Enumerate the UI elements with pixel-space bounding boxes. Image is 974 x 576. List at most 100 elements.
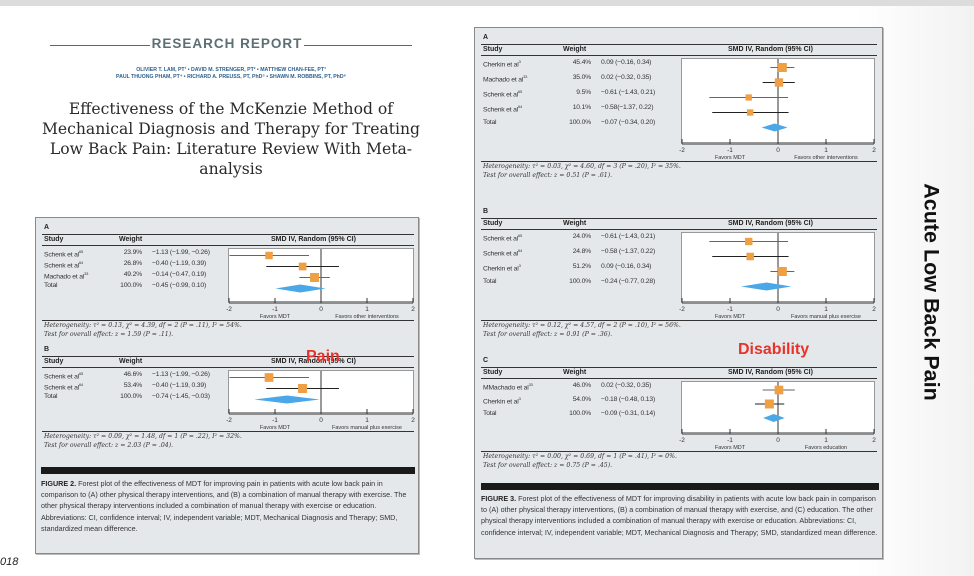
section-label: RESEARCH REPORT	[151, 36, 303, 51]
effect-estimate: −0.58 (−1.37, 0.22)	[601, 248, 656, 255]
total-row: Total 100.0% −0.09 (−0.31, 0.14)	[481, 409, 673, 423]
heterogeneity-stat: Heterogeneity: τ² = 0.00, χ² = 0.69, df …	[483, 453, 677, 460]
reference-number: 64	[518, 104, 523, 109]
study-weight: 9.5%	[576, 89, 591, 96]
effect-estimate: −0.07 (−0.34, 0.20)	[601, 119, 656, 126]
heterogeneity-stat: Heterogeneity: τ² = 0.03, χ² = 4.60, df …	[483, 163, 681, 170]
x-tick-label: 1	[365, 417, 369, 424]
total-row: Total 100.0% −0.45 (−0.99, 0.10)	[42, 281, 220, 292]
figure-2-caption: FIGURE 2. Forest plot of the effectivene…	[41, 478, 415, 534]
study-name: Total	[44, 282, 58, 289]
panel-letter: C	[483, 357, 489, 364]
total-row: Total 100.0% −0.24 (−0.77, 0.28)	[481, 277, 673, 292]
panel-letter: B	[483, 208, 489, 215]
effect-square	[745, 237, 753, 246]
effect-estimate: 0.02 (−0.32, 0.35)	[601, 74, 652, 81]
effect-estimate: −0.09 (−0.31, 0.14)	[601, 410, 656, 417]
study-name: Schenk et al65	[44, 371, 83, 380]
overall-effect-stat: Test for overall effect: z = 2.03 (P = .…	[44, 442, 174, 449]
x-tick-label: 2	[411, 306, 415, 313]
study-name: Schenk et al64	[44, 382, 83, 391]
overall-effect-stat: Test for overall effect: z = 1.59 (P = .…	[44, 331, 174, 338]
study-name: Schenk et al64	[44, 260, 83, 269]
disability-label: Disability	[738, 341, 810, 358]
forest-plot-svg: -2 -1 0 1 2 Favors MDT Favors education	[679, 382, 876, 451]
x-tick-label: 1	[824, 147, 828, 154]
effect-square	[777, 63, 787, 72]
effect-estimate: 0.02 (−0.32, 0.35)	[601, 382, 652, 389]
header-rule-top	[42, 234, 414, 235]
study-name-text: Schenk et al	[483, 91, 519, 99]
reference-number: 64	[518, 248, 523, 253]
x-tick-label: 0	[319, 306, 323, 313]
effect-square	[774, 78, 784, 87]
x-tick-label: -1	[727, 147, 733, 154]
favors-right-label: Favors manual plus exercise	[332, 425, 402, 431]
study-name-text: Schenk et al	[44, 373, 80, 381]
study-weight: 35.0%	[572, 74, 591, 81]
x-tick-label: 0	[319, 417, 323, 424]
pooled-diamond	[254, 395, 320, 404]
effect-estimate: 0.09 (−0.16, 0.34)	[601, 263, 652, 270]
figure-3-caption-text: Forest plot of the effectiveness of MDT …	[481, 494, 878, 537]
effect-square	[777, 267, 787, 276]
study-name: Machado et al33	[483, 74, 527, 83]
side-label: Acute Low Back Pain	[906, 82, 956, 502]
figure-2-caption-text: Forest plot of the effectiveness of MDT …	[41, 479, 407, 533]
effect-square	[746, 252, 754, 261]
effect-estimate: 0.09 (−0.16, 0.34)	[601, 59, 652, 66]
study-weight: 24.0%	[572, 233, 591, 240]
column-header-smd: SMD IV, Random (95% CI)	[728, 220, 813, 227]
total-row: Total 100.0% −0.74 (−1.45, −0.03)	[42, 392, 220, 403]
overall-effect-stat: Test for overall effect: z = 0.91 (P = .…	[483, 331, 613, 338]
study-weight: 46.6%	[123, 371, 142, 378]
x-tick-label: -2	[679, 147, 685, 154]
study-name: Total	[44, 393, 58, 400]
effect-square	[774, 385, 784, 395]
x-tick-label: -1	[727, 437, 733, 444]
x-tick-label: 1	[824, 306, 828, 313]
study-name: Schenk et al65	[483, 233, 522, 242]
effect-square	[746, 109, 754, 116]
table-row: Cherkin et al3 54.0% −0.18 (−0.48, 0.13)	[481, 395, 673, 409]
column-header-study: Study	[44, 358, 64, 365]
overall-effect-stat: Test for overall effect: z = 0.75 (P = .…	[483, 462, 613, 469]
favors-left-label: Favors MDT	[715, 155, 746, 161]
article-title: Effectiveness of the McKenzie Method of …	[41, 100, 421, 178]
x-tick-label: 1	[824, 437, 828, 444]
column-header-weight: Weight	[563, 46, 587, 53]
column-header-study: Study	[44, 236, 64, 243]
forest-plot-area: -2 -1 0 1 2 Favors MDT Favors education	[679, 381, 876, 451]
study-name-text: Schenk et al	[483, 235, 519, 243]
study-name: Schenk et al65	[44, 249, 83, 258]
effect-estimate: −1.13 (−1.99, −0.26)	[152, 249, 210, 256]
study-name-text: Total	[44, 282, 58, 289]
effect-square	[310, 273, 320, 282]
reference-number: 3	[518, 59, 521, 64]
study-weight: 24.8%	[572, 248, 591, 255]
reference-number: 65	[79, 371, 84, 376]
column-header-smd: SMD IV, Random (95% CI)	[271, 358, 356, 365]
favors-right-label: Favors other interventions	[335, 314, 399, 320]
header-rule-top	[42, 356, 414, 357]
table-row: Schenk et al64 26.8% −0.40 (−1.19, 0.39)	[42, 259, 220, 270]
x-tick-label: -2	[679, 437, 685, 444]
study-weight: 26.8%	[123, 260, 142, 267]
study-name-text: Schenk et al	[44, 384, 80, 392]
x-tick-label: -2	[226, 417, 232, 424]
header-rule-bottom	[481, 378, 877, 379]
study-weight: 54.0%	[572, 396, 591, 403]
stats-rule	[42, 320, 414, 321]
favors-right-label: Favors education	[805, 445, 847, 451]
heterogeneity-stat: Heterogeneity: τ² = 0.09, χ² = 1.48, df …	[44, 433, 242, 440]
effect-estimate: −0.45 (−0.99, 0.10)	[152, 282, 207, 289]
table-row: Schenk et al65 24.0% −0.61 (−1.43, 0.21)	[481, 232, 673, 247]
heterogeneity-stat: Heterogeneity: τ² = 0.13, χ² = 4.39, df …	[44, 322, 242, 329]
year-fragment: 018	[0, 556, 19, 568]
study-weight: 23.9%	[123, 249, 142, 256]
table-row: Schenk et al65 23.9% −1.13 (−1.99, −0.26)	[42, 248, 220, 259]
table-row: Cherkin et al3 51.2% 0.09 (−0.16, 0.34)	[481, 262, 673, 277]
study-name-text: Total	[483, 278, 497, 285]
study-name-text: Schenk et al	[44, 262, 80, 270]
figure-2-label: FIGURE 2.	[41, 479, 77, 488]
